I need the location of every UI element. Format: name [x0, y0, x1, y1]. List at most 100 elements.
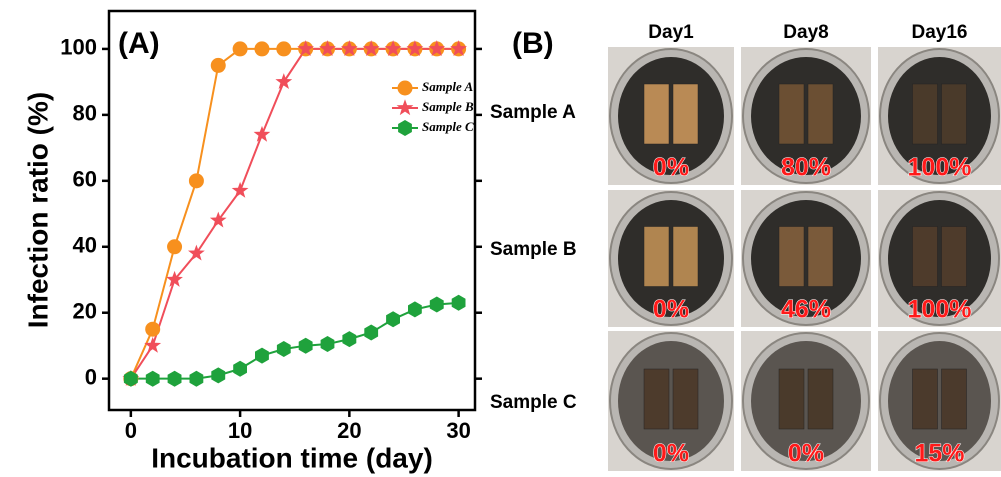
marker	[232, 41, 248, 57]
marker	[167, 239, 183, 255]
marker	[209, 211, 227, 228]
wood-block	[912, 83, 938, 145]
marker	[297, 40, 314, 56]
series-line	[130, 301, 459, 380]
marker	[384, 40, 402, 56]
y-tick-label: 80	[73, 101, 97, 126]
row-label: Sample B	[490, 239, 577, 260]
marker	[451, 294, 466, 311]
legend-label: Sample A	[422, 79, 473, 94]
marker	[342, 331, 357, 348]
legend-marker	[397, 80, 413, 96]
marker	[386, 311, 400, 328]
y-tick-label: 40	[73, 233, 97, 258]
wood-block	[672, 226, 699, 287]
percentage-label: 0%	[653, 154, 689, 182]
wood-block	[672, 368, 699, 430]
wood-block	[807, 368, 834, 430]
wood-block	[941, 368, 967, 430]
marker	[211, 367, 226, 384]
percentage-label: 80%	[781, 154, 831, 182]
marker	[166, 270, 183, 287]
photo-grid: Day1 Day8 Day16 Sample A 0% 80% 100% Sample B 0%…	[490, 22, 1001, 471]
marker	[254, 41, 270, 57]
marker	[429, 296, 444, 313]
dish-medium	[751, 200, 861, 317]
marker	[320, 336, 335, 352]
legend-label: Sample B	[422, 99, 474, 114]
percentage-label: 100%	[908, 296, 972, 324]
percentage-label: 15%	[914, 440, 964, 468]
marker	[276, 341, 291, 357]
wood-block	[643, 226, 670, 287]
series-line	[129, 47, 459, 380]
percentage-label: 0%	[653, 296, 689, 324]
wood-block	[778, 368, 805, 430]
row-label: Sample A	[490, 102, 576, 123]
x-tick-label: 0	[125, 418, 137, 443]
legend-label: Sample C	[422, 119, 474, 134]
marker	[144, 336, 162, 353]
panel-label: (A)	[118, 27, 160, 60]
marker	[319, 40, 336, 56]
marker	[428, 40, 446, 56]
percentage-label: 0%	[788, 440, 824, 468]
x-tick-label: 30	[446, 418, 470, 443]
y-tick-label: 60	[73, 167, 97, 192]
marker	[276, 41, 292, 57]
panel-label: (B)	[512, 27, 554, 60]
marker	[341, 40, 358, 56]
wood-block	[912, 226, 938, 287]
column-header: Day16	[912, 22, 968, 43]
marker	[210, 57, 226, 73]
x-tick-label: 20	[337, 418, 361, 443]
marker	[233, 360, 247, 377]
legend-marker	[398, 120, 412, 136]
marker	[362, 40, 380, 56]
marker	[231, 181, 249, 198]
marker	[189, 370, 204, 387]
y-tick-label: 100	[60, 35, 97, 60]
column-header: Day8	[783, 22, 828, 43]
marker	[253, 125, 271, 142]
wood-block	[912, 368, 938, 430]
percentage-label: 100%	[908, 154, 972, 182]
marker	[188, 173, 204, 189]
x-tick-label: 10	[228, 418, 252, 443]
wood-block	[941, 83, 967, 145]
wood-block	[778, 226, 805, 287]
percentage-label: 46%	[781, 296, 831, 324]
marker	[450, 40, 467, 56]
wood-block	[672, 83, 699, 145]
marker	[188, 244, 205, 261]
legend-marker	[396, 99, 414, 116]
marker	[145, 370, 160, 387]
wood-block	[643, 368, 670, 430]
percentage-label: 0%	[653, 440, 689, 468]
marker	[364, 324, 379, 341]
series-line	[130, 47, 459, 380]
wood-block	[778, 83, 805, 145]
dish-medium	[751, 341, 861, 461]
y-tick-label: 20	[73, 299, 97, 324]
y-tick-label: 0	[85, 364, 97, 389]
wood-block	[643, 83, 670, 145]
wood-block	[807, 226, 834, 287]
wood-block	[941, 226, 967, 287]
y-axis-label: Infection ratio (%)	[22, 92, 53, 328]
column-header: Day1	[648, 22, 694, 43]
marker	[298, 337, 313, 354]
marker	[167, 370, 182, 387]
plot-frame	[107, 9, 477, 412]
marker	[145, 321, 161, 337]
marker	[255, 347, 269, 364]
marker	[408, 301, 422, 318]
marker	[406, 40, 424, 56]
wood-block	[807, 83, 834, 145]
marker	[123, 370, 138, 387]
row-label: Sample C	[490, 392, 577, 413]
x-axis-label: Incubation time (day)	[151, 442, 433, 473]
marker	[275, 73, 293, 89]
dish-medium	[751, 57, 861, 175]
